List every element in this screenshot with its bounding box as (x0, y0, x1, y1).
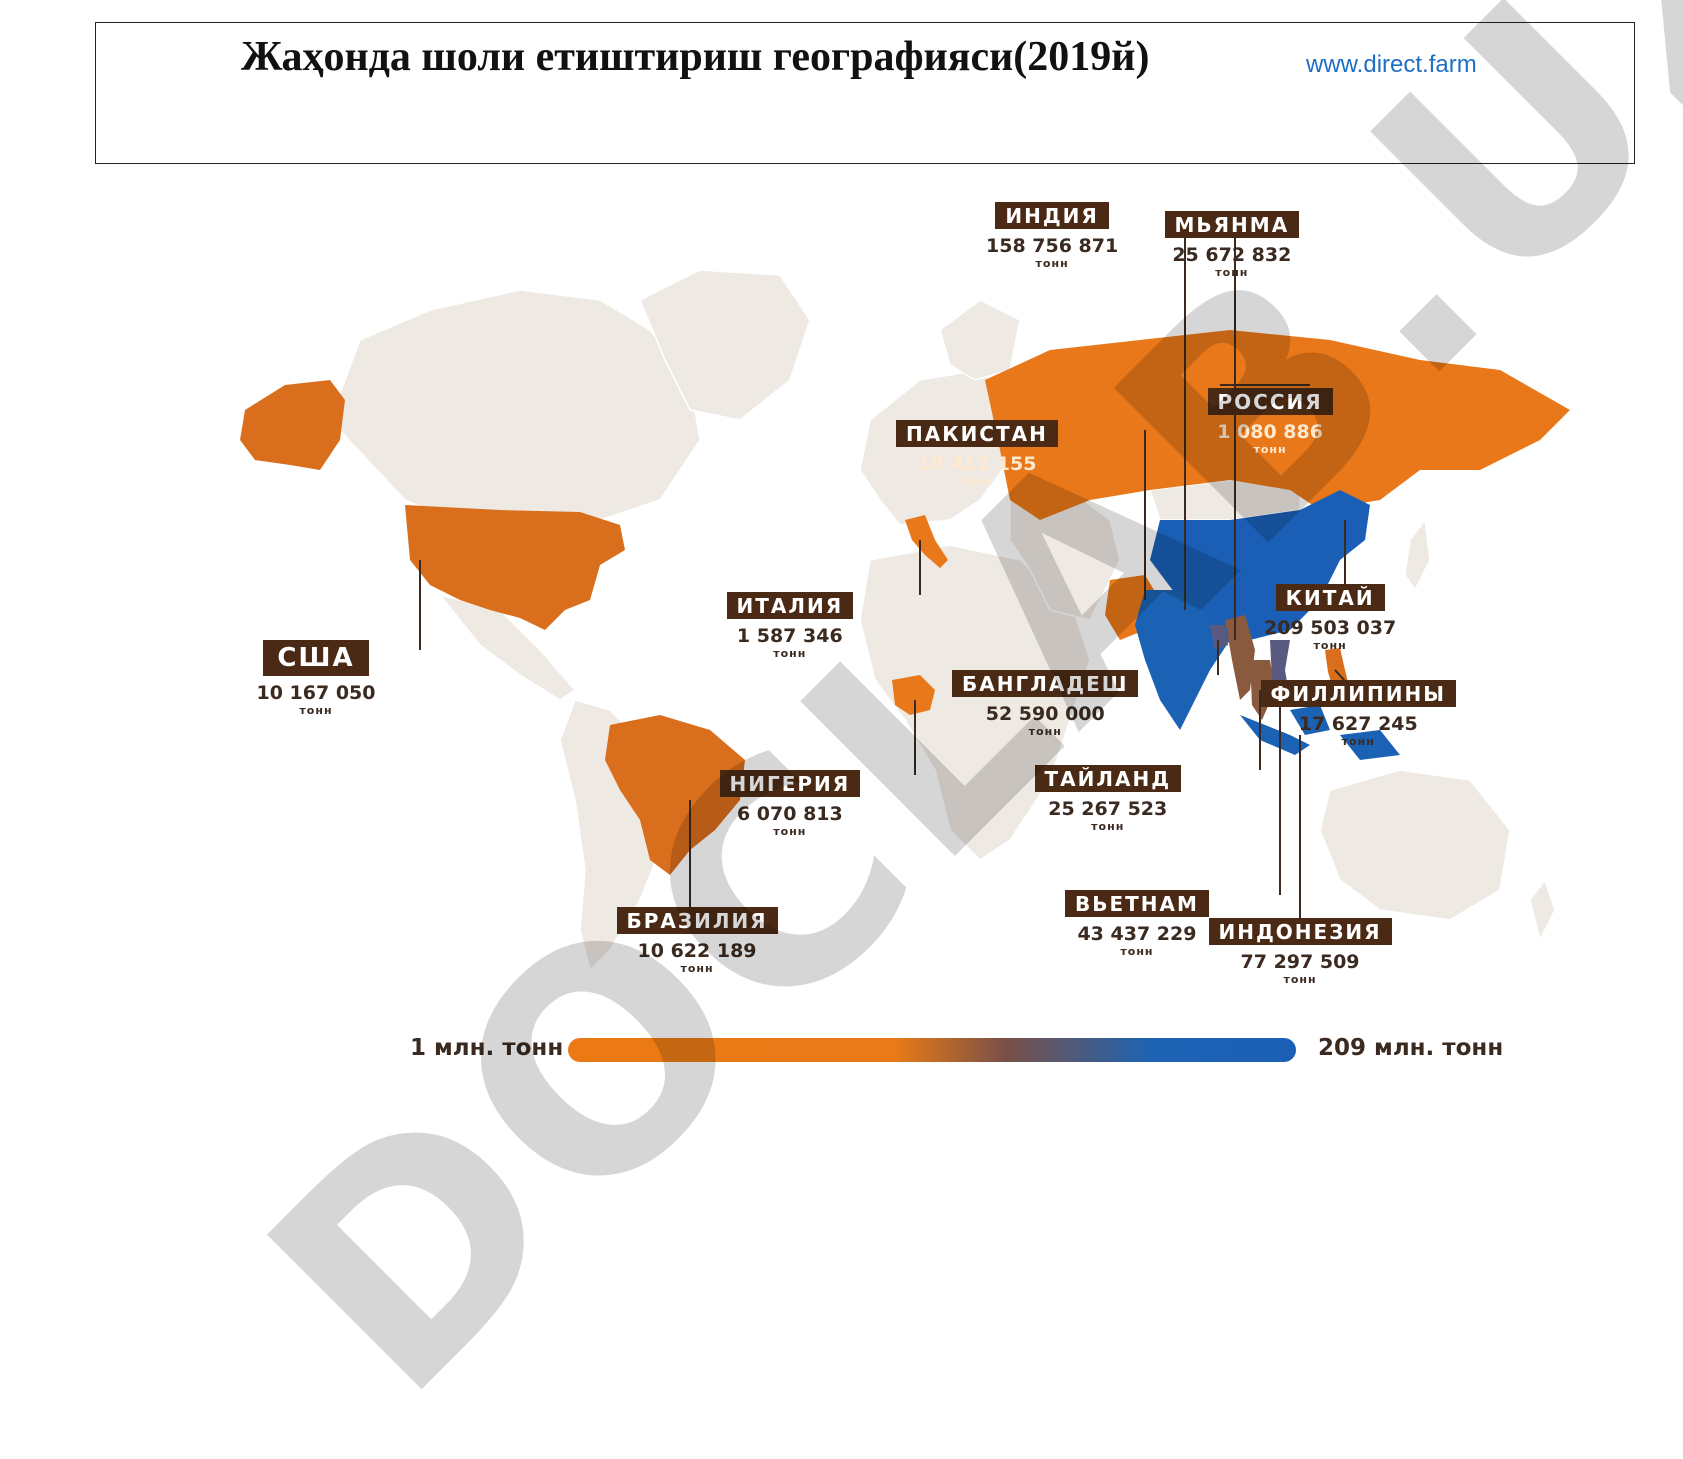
label-india-value: 158 756 871 (986, 235, 1119, 257)
label-indonesia: ИНДОНЕЗИЯ 77 297 509 тонн (1208, 918, 1392, 987)
source-link[interactable]: www.direct.farm (1306, 51, 1477, 78)
label-myanmar-value: 25 672 832 (1172, 244, 1292, 266)
label-bangladesh-value: 52 590 000 (985, 703, 1105, 725)
leader-lines (419, 215, 1356, 925)
country-india (1135, 590, 1230, 730)
label-nigeria-name: НИГЕРИЯ (719, 770, 861, 797)
label-pakistan: ПАКИСТАН 10 412 155 тонн (896, 420, 1058, 489)
country-myanmar (1225, 615, 1255, 700)
label-vietnam-unit: тонн (1120, 945, 1154, 958)
label-bangladesh-unit: тонн (1028, 725, 1062, 738)
label-myanmar: МЬЯНМА 25 672 832 тонн (1164, 211, 1300, 280)
label-nigeria-value: 6 070 813 (736, 803, 843, 825)
label-russia: РОССИЯ 1 080 886 тонн (1207, 388, 1333, 457)
land-australia (1319, 769, 1511, 921)
land-scandinavia (939, 299, 1021, 381)
label-russia-unit: тонн (1253, 443, 1287, 456)
country-brazil (605, 715, 745, 875)
label-china-unit: тонн (1313, 639, 1347, 652)
country-italy (905, 515, 948, 568)
label-usa-value: 10 167 050 (256, 682, 376, 704)
country-nigeria (892, 675, 935, 715)
label-philippines-name: ФИЛЛИПИНЫ (1260, 680, 1456, 707)
label-indonesia-value: 77 297 509 (1240, 951, 1360, 973)
land-canada (329, 289, 701, 521)
label-russia-name: РОССИЯ (1207, 388, 1333, 415)
land-europe (859, 369, 1011, 526)
land-new-zealand (1529, 878, 1556, 943)
label-brazil-name: БРАЗИЛИЯ (616, 907, 778, 934)
label-china-value: 209 503 037 (1264, 617, 1397, 639)
label-bangladesh: БАНГЛАДЕШ 52 590 000 тонн (952, 670, 1139, 739)
label-nigeria-unit: тонн (773, 825, 807, 838)
country-bangladesh (1210, 625, 1228, 650)
label-italy: ИТАЛИЯ 1 587 346 тонн (726, 592, 854, 661)
scale-max-label: 209 млн. тонн (1318, 1035, 1504, 1061)
label-china: КИТАЙ 209 503 037 тонн (1264, 584, 1396, 653)
label-usa: США 10 167 050 тонн (257, 640, 376, 718)
label-thailand-value: 25 267 523 (1048, 798, 1168, 820)
label-indonesia-unit: тонн (1283, 973, 1317, 986)
scale-gradient-bar (568, 1038, 1296, 1062)
country-usa (405, 505, 625, 630)
label-myanmar-name: МЬЯНМА (1164, 211, 1300, 238)
label-vietnam-value: 43 437 229 (1077, 923, 1197, 945)
land-greenland (639, 269, 811, 421)
label-brazil-unit: тонн (680, 962, 714, 975)
label-indonesia-name: ИНДОНЕЗИЯ (1208, 918, 1392, 945)
title-box: Жаҳонда шоли етиштириш географияси(2019й… (95, 22, 1635, 164)
label-india-unit: тонн (1035, 257, 1069, 270)
label-pakistan-name: ПАКИСТАН (896, 420, 1058, 447)
label-thailand: ТАЙЛАНД 25 267 523 тонн (1034, 765, 1181, 834)
label-nigeria: НИГЕРИЯ 6 070 813 тонн (719, 770, 861, 839)
label-china-name: КИТАЙ (1275, 584, 1385, 611)
label-usa-unit: тонн (299, 704, 333, 717)
land-central-america (438, 593, 577, 701)
label-russia-value: 1 080 886 (1217, 421, 1323, 443)
label-vietnam: ВЬЕТНАМ 43 437 229 тонн (1065, 890, 1209, 959)
label-myanmar-unit: тонн (1215, 266, 1249, 279)
label-bangladesh-name: БАНГЛАДЕШ (952, 670, 1139, 697)
land-japan (1404, 518, 1431, 592)
label-philippines-value: 17 627 245 (1298, 713, 1418, 735)
label-philippines-unit: тонн (1341, 735, 1375, 748)
label-thailand-name: ТАЙЛАНД (1034, 765, 1181, 792)
scale-min-label: 1 млн. тонн (410, 1035, 564, 1061)
label-india: ИНДИЯ 158 756 871 тонн (986, 202, 1118, 271)
label-brazil-value: 10 622 189 (637, 940, 757, 962)
page-title: Жаҳонда шоли етиштириш географияси(2019й… (241, 34, 1150, 80)
background-land (329, 269, 1556, 972)
label-brazil: БРАЗИЛИЯ 10 622 189 тонн (616, 907, 778, 976)
label-italy-name: ИТАЛИЯ (726, 592, 854, 619)
label-india-name: ИНДИЯ (995, 202, 1109, 229)
label-vietnam-name: ВЬЕТНАМ (1065, 890, 1209, 917)
country-usa-alaska (240, 380, 345, 470)
label-philippines: ФИЛЛИПИНЫ 17 627 245 тонн (1260, 680, 1456, 749)
label-pakistan-unit: тонн (960, 475, 994, 488)
label-thailand-unit: тонн (1091, 820, 1125, 833)
label-pakistan-value: 10 412 155 (917, 453, 1037, 475)
rice-producers (240, 330, 1570, 875)
world-map (240, 215, 1570, 972)
label-usa-name: США (263, 640, 369, 676)
country-russia (985, 330, 1570, 520)
label-italy-value: 1 587 346 (736, 625, 843, 647)
label-italy-unit: тонн (773, 647, 807, 660)
